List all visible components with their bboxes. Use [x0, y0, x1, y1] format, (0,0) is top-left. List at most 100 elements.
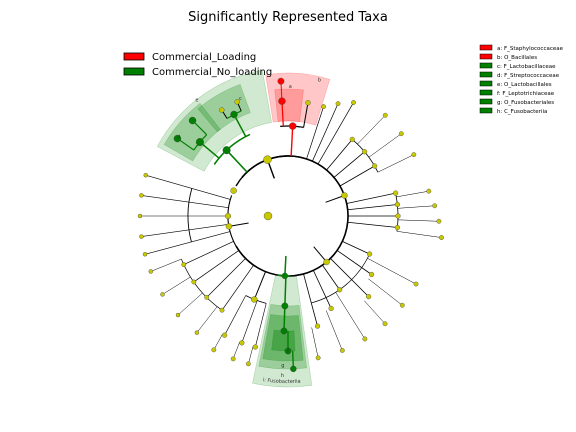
taxon-node [315, 355, 321, 361]
clade-letter: b [318, 78, 321, 84]
taxon-node [432, 203, 438, 209]
taxon-node [439, 235, 444, 240]
taxon-node [137, 213, 143, 219]
clade-shade [274, 88, 304, 123]
taxon-node [398, 131, 404, 137]
taxon-node [263, 211, 273, 221]
tree-branch [232, 341, 240, 359]
tree-branch [144, 231, 231, 255]
taxon-node [143, 173, 148, 178]
biomarker-node [289, 122, 297, 130]
tree-branch [396, 231, 442, 238]
taxon-node [139, 234, 144, 239]
tree-branch [330, 258, 369, 297]
chart-title: Significantly Represented Taxa [188, 10, 388, 25]
clade-letter: e [195, 97, 198, 103]
taxon-node [339, 348, 345, 353]
taxon-node [175, 312, 181, 318]
taxa-legend: a: F_Staphylococcaceae b: O_Bacillales c: … [479, 44, 564, 115]
tree-branch [377, 154, 414, 173]
tree-branch [226, 149, 248, 173]
taxon-node [362, 336, 368, 342]
tree-branch [367, 258, 417, 285]
biomarker-node [277, 77, 285, 85]
tree-branch [368, 278, 403, 306]
tree-branch [284, 275, 287, 306]
legend-label: Commercial_No_loading [152, 67, 272, 78]
tree-branch [347, 204, 398, 211]
taxon-node [225, 223, 233, 230]
taxon-node [366, 294, 372, 300]
tree-branch [281, 101, 284, 127]
taxa-legend-label: a: F_Staphylococcaceae [497, 46, 564, 52]
taxon-node [341, 192, 348, 199]
taxon-node [349, 136, 355, 142]
taxon-node [362, 149, 368, 155]
tree-branch [312, 103, 339, 162]
biomarker-node [281, 272, 289, 280]
taxon-node [382, 321, 388, 327]
taxon-node [263, 155, 272, 164]
taxon-node [239, 340, 245, 346]
tree-arc [187, 188, 193, 242]
taxon-node [436, 218, 442, 224]
tree-arc [311, 253, 370, 304]
tree-branch [336, 250, 372, 275]
taxa-legend-swatch [479, 44, 493, 51]
taxon-node [328, 305, 334, 312]
taxon-node [394, 224, 400, 231]
tree-branch [193, 250, 240, 283]
tree-branch [177, 292, 203, 316]
tree-branch [241, 300, 258, 343]
tree-branch [364, 300, 386, 324]
tree-branch [255, 303, 267, 348]
taxa-legend-swatch [479, 53, 493, 60]
tree-branch [396, 190, 429, 198]
taxon-node [148, 269, 153, 274]
taxa-legend-label: f: F_Leptotrichiaceae [497, 91, 555, 97]
tree-branch [306, 106, 324, 160]
taxon-node [314, 323, 321, 329]
tree-branch [196, 306, 218, 333]
biomarker-node [290, 365, 297, 373]
tree-branch [248, 346, 254, 364]
clade-shade [163, 102, 221, 162]
taxon-node [139, 193, 144, 198]
clade-labels: a b c d e f ghi: Fusobacteriia [177, 78, 321, 385]
tree-branch [311, 327, 319, 358]
biomarker-node [230, 110, 238, 119]
tree-branch [303, 102, 309, 128]
tree-branch [199, 141, 220, 159]
tree-branch [397, 219, 439, 222]
taxa-legend-swatch [479, 89, 493, 96]
tree-branch [312, 270, 332, 309]
taxon-node [222, 332, 228, 338]
taxon-node [392, 190, 399, 196]
taxon-node [382, 112, 388, 118]
taxa-legend-label: c: F_Lactobacillaceae [497, 64, 556, 70]
tree-branch [284, 255, 287, 276]
tree-branch [325, 310, 343, 351]
tree-branch [162, 276, 191, 295]
group-legend: Commercial_Loading Commercial_No_loading [123, 52, 272, 78]
tree-branch [221, 264, 254, 311]
biomarker-node [188, 116, 197, 125]
tree-branch [141, 195, 229, 208]
legend-swatch [123, 67, 145, 76]
tree-branch [325, 195, 345, 203]
clade-letter: f [287, 349, 289, 355]
tree-branch [290, 126, 294, 157]
biomarker-node [195, 138, 204, 147]
biomarker-node [278, 97, 286, 105]
clade-letter: g [281, 363, 284, 369]
taxon-node [351, 100, 356, 105]
biomarker-node [222, 146, 231, 155]
taxon-node [234, 99, 240, 105]
clade-shading-layer [156, 69, 331, 388]
tree-arc [213, 133, 251, 165]
taxa-legend-swatch [479, 80, 493, 87]
taxon-node [368, 271, 375, 278]
taxon-node [335, 101, 341, 107]
tree-branch [303, 273, 318, 327]
tree-branch [322, 264, 340, 290]
